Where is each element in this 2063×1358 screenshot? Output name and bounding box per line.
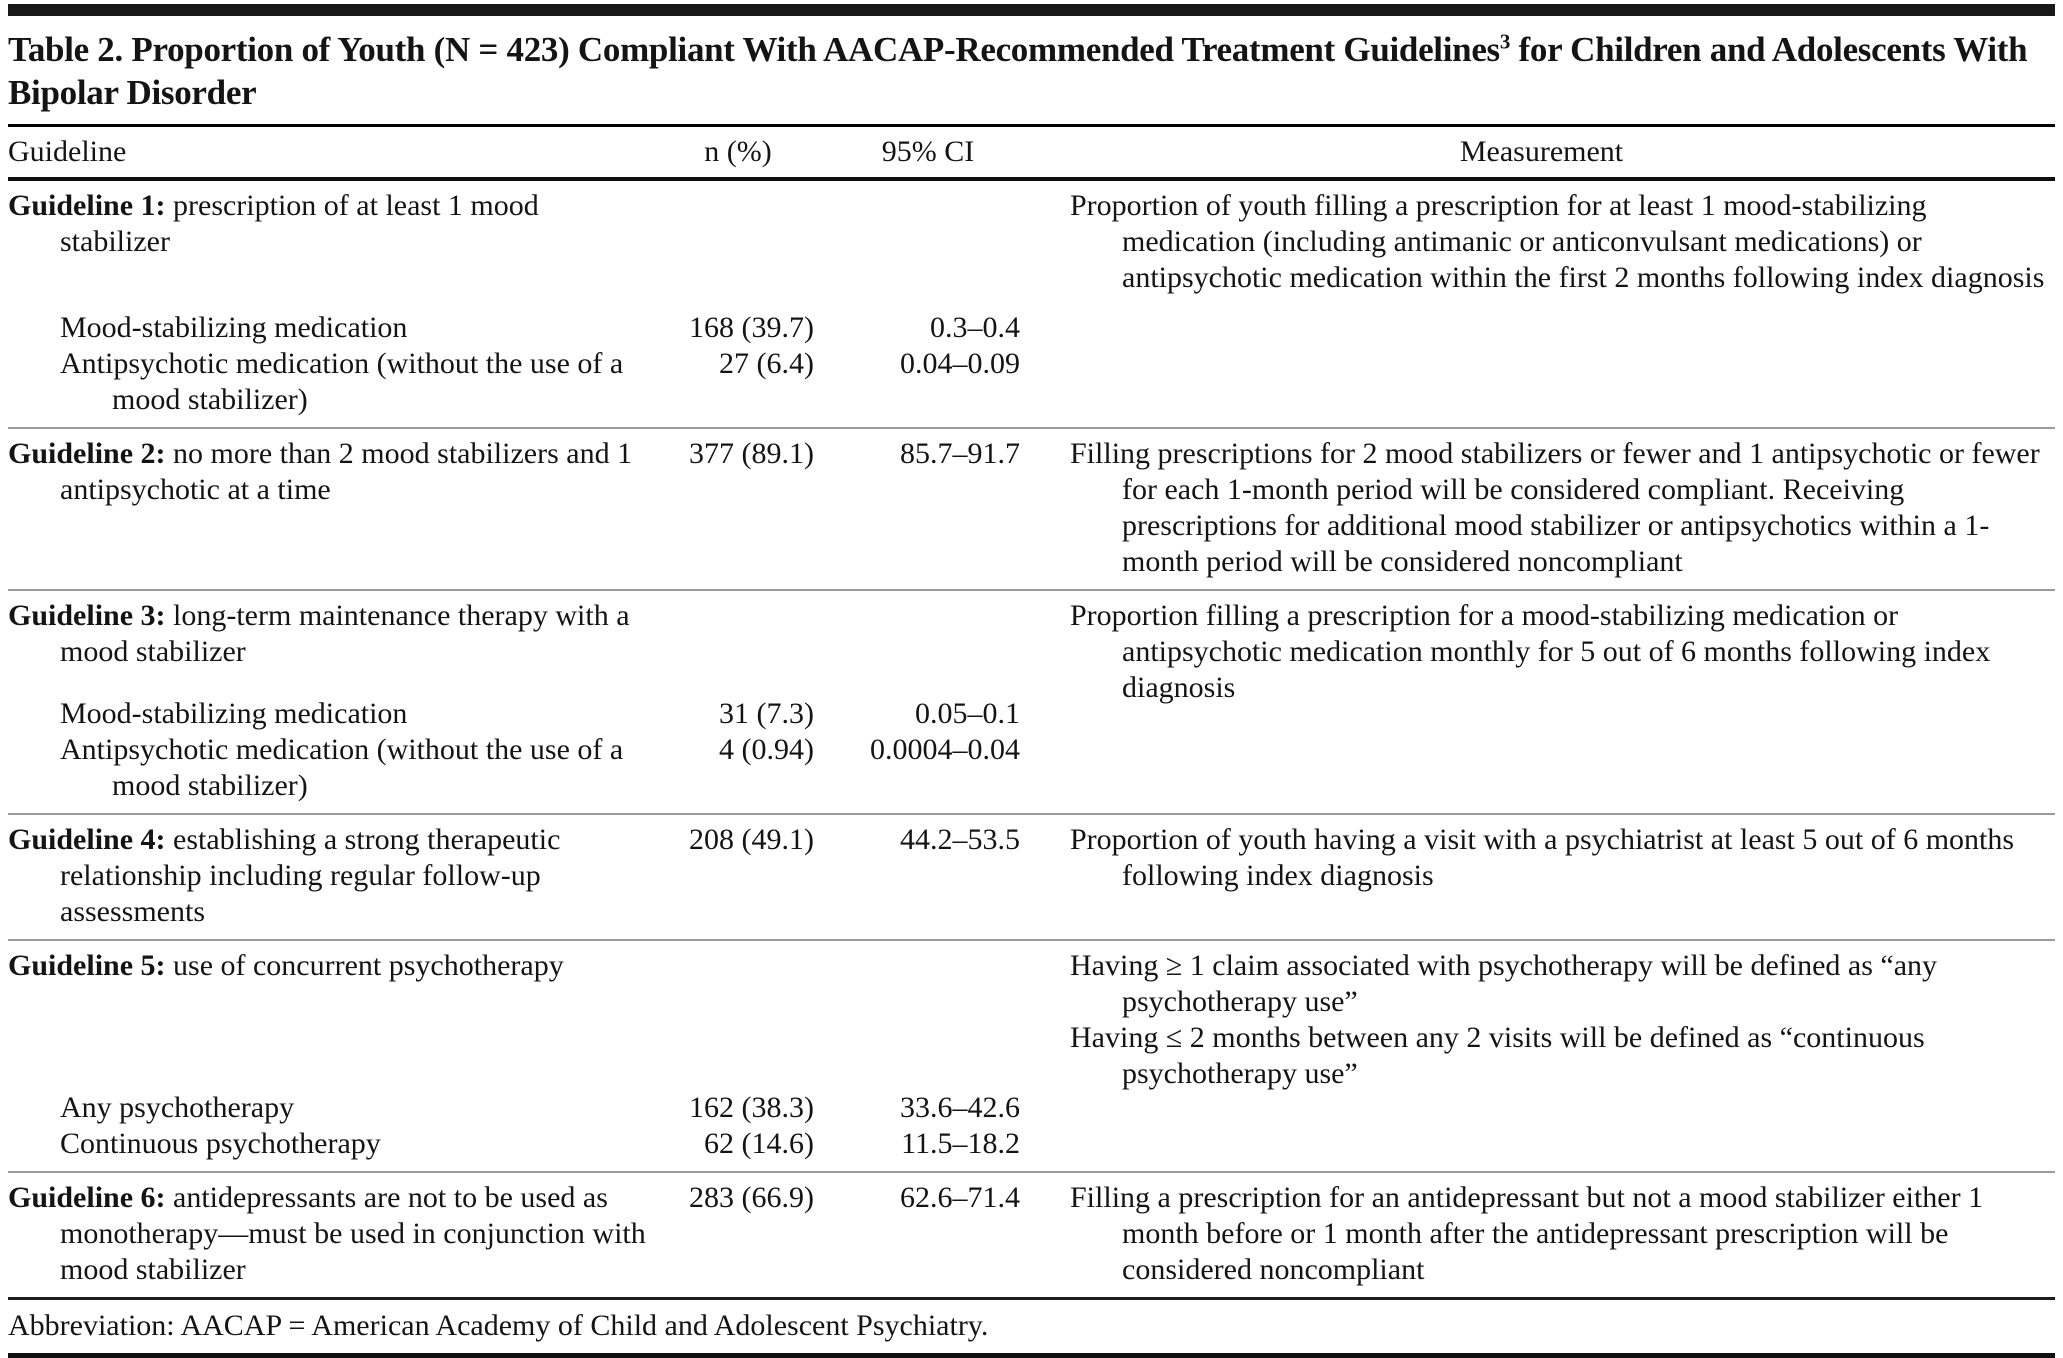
guideline-6-label-bold: Guideline 6: — [8, 1181, 166, 1214]
guideline-5-label: Guideline 5: use of concurrent psychothe… — [8, 948, 648, 984]
guideline-1-label: Guideline 1: prescription of at least 1 … — [8, 188, 648, 260]
guideline-4-ci-value: 44.2–53.5 — [900, 823, 1020, 856]
guideline-1-measurement: Proportion of youth filling a prescripti… — [1028, 188, 2055, 296]
guideline-1-section: Guideline 1: prescription of at least 1 … — [8, 181, 2055, 427]
guideline-5-label-text: use of concurrent psychotherapy — [165, 949, 564, 982]
guideline-3-subrow-mood-stabilizing-ci: 0.05–0.1 — [915, 697, 1020, 730]
guideline-1-label-bold: Guideline 1: — [8, 189, 166, 222]
guideline-3-subrow-mood-stabilizing-n: 31 (7.3) — [719, 697, 814, 730]
column-header-95ci: 95% CI — [881, 135, 975, 168]
guideline-3-label: Guideline 3: long-term maintenance thera… — [8, 598, 648, 670]
guideline-1-subrow-antipsychotic-ci: 0.04–0.09 — [900, 347, 1020, 380]
table-header-row: Guideline n (%) 95% CI Measurement — [8, 127, 2055, 181]
table-title: Table 2. Proportion of Youth (N = 423) C… — [8, 16, 2055, 127]
guideline-3-section: Guideline 3: long-term maintenance thera… — [8, 589, 2055, 813]
guideline-5-subrow-continuous-psychotherapy-ci: 11.5–18.2 — [901, 1127, 1020, 1160]
guideline-5-label-bold: Guideline 5: — [8, 949, 166, 982]
table-title-main: Table 2. Proportion of Youth (N = 423) C… — [8, 30, 1500, 69]
table-title-footnote-marker: 3 — [1499, 29, 1511, 54]
guideline-3-subrow-antipsychotic-ci: 0.0004–0.04 — [870, 733, 1020, 766]
guideline-6-measurement-text: Filling a prescription for an antidepres… — [1070, 1181, 1984, 1286]
guideline-5-subrow-any-psychotherapy-n: 162 (38.3) — [689, 1091, 814, 1124]
guideline-5-section: Guideline 5: use of concurrent psychothe… — [8, 939, 2055, 1171]
guideline-3-measurement-text: Proportion filling a prescription for a … — [1070, 599, 1991, 704]
guideline-2-label-bold: Guideline 2: — [8, 437, 166, 470]
guideline-1-subrow-antipsychotic-label: Antipsychotic medication (without the us… — [60, 347, 624, 416]
guideline-3-subrow-antipsychotic-label: Antipsychotic medication (without the us… — [60, 733, 624, 802]
guideline-2-ci-value: 85.7–91.7 — [900, 437, 1020, 470]
guideline-5-subrow-continuous-psychotherapy-label: Continuous psychotherapy — [60, 1127, 381, 1160]
guideline-3-label-bold: Guideline 3: — [8, 599, 166, 632]
guideline-6-section: Guideline 6: antidepressants are not to … — [8, 1171, 2055, 1297]
guideline-5-subrow-continuous-psychotherapy-n: 62 (14.6) — [704, 1127, 814, 1160]
guideline-4-section: Guideline 4: establishing a strong thera… — [8, 813, 2055, 939]
guideline-3-subrow-antipsychotic-n: 4 (0.94) — [719, 733, 814, 766]
guideline-6-label: Guideline 6: antidepressants are not to … — [8, 1180, 648, 1288]
guideline-5-measurement: Having ≥ 1 claim associated with psychot… — [1028, 948, 2055, 1092]
table-footnote: Abbreviation: AACAP = American Academy o… — [8, 1297, 2055, 1358]
guideline-3-measurement: Proportion filling a prescription for a … — [1028, 598, 2055, 706]
table-top-rule — [8, 4, 2055, 16]
guideline-5-measurement-text-1: Having ≥ 1 claim associated with psychot… — [1070, 949, 1938, 1018]
guideline-2-section: Guideline 2: no more than 2 mood stabili… — [8, 427, 2055, 589]
guideline-6-measurement: Filling a prescription for an antidepres… — [1028, 1180, 2055, 1288]
guideline-2-label: Guideline 2: no more than 2 mood stabili… — [8, 436, 648, 508]
guideline-2-measurement: Filling prescriptions for 2 mood stabili… — [1028, 436, 2055, 580]
guideline-4-n-value: 208 (49.1) — [689, 823, 814, 856]
guideline-3-label-text: long-term maintenance therapy with a moo… — [60, 599, 630, 668]
guideline-3-subrow-mood-stabilizing-label: Mood-stabilizing medication — [60, 697, 408, 730]
guideline-1-label-text: prescription of at least 1 mood stabiliz… — [60, 189, 539, 258]
guideline-1-measurement-text: Proportion of youth filling a prescripti… — [1070, 189, 2045, 294]
guideline-1-subrow-mood-stabilizing-ci: 0.3–0.4 — [930, 311, 1020, 344]
column-header-measurement: Measurement — [1459, 135, 1624, 168]
guideline-4-measurement-text: Proportion of youth having a visit with … — [1070, 823, 2015, 892]
guideline-1-subrow-mood-stabilizing-n: 168 (39.7) — [689, 311, 814, 344]
guideline-2-measurement-text: Filling prescriptions for 2 mood stabili… — [1070, 437, 2040, 578]
guideline-2-label-text: no more than 2 mood stabilizers and 1 an… — [60, 437, 633, 506]
column-header-guideline: Guideline — [8, 135, 127, 168]
guideline-2-n-value: 377 (89.1) — [689, 437, 814, 470]
guideline-6-n-value: 283 (66.9) — [689, 1181, 814, 1214]
guideline-5-subrow-any-psychotherapy-ci: 33.6–42.6 — [900, 1091, 1020, 1124]
guideline-1-subrow-mood-stabilizing-label: Mood-stabilizing medication — [60, 311, 408, 344]
guideline-6-label-text: antidepressants are not to be used as mo… — [60, 1181, 646, 1286]
guideline-5-measurement-text-2: Having ≤ 2 months between any 2 visits w… — [1070, 1021, 1925, 1090]
guideline-4-label-bold: Guideline 4: — [8, 823, 166, 856]
table-title-tail: for Children and Adolescents With Bipola… — [8, 30, 2028, 112]
column-header-n-pct: n (%) — [704, 135, 772, 168]
guideline-4-measurement: Proportion of youth having a visit with … — [1028, 822, 2055, 894]
guideline-5-subrow-any-psychotherapy-label: Any psychotherapy — [60, 1091, 295, 1124]
guideline-4-label-text: establishing a strong therapeutic relati… — [60, 823, 561, 928]
guideline-1-subrow-antipsychotic-n: 27 (6.4) — [719, 347, 814, 380]
guideline-6-ci-value: 62.6–71.4 — [900, 1181, 1020, 1214]
guideline-4-label: Guideline 4: establishing a strong thera… — [8, 822, 648, 930]
